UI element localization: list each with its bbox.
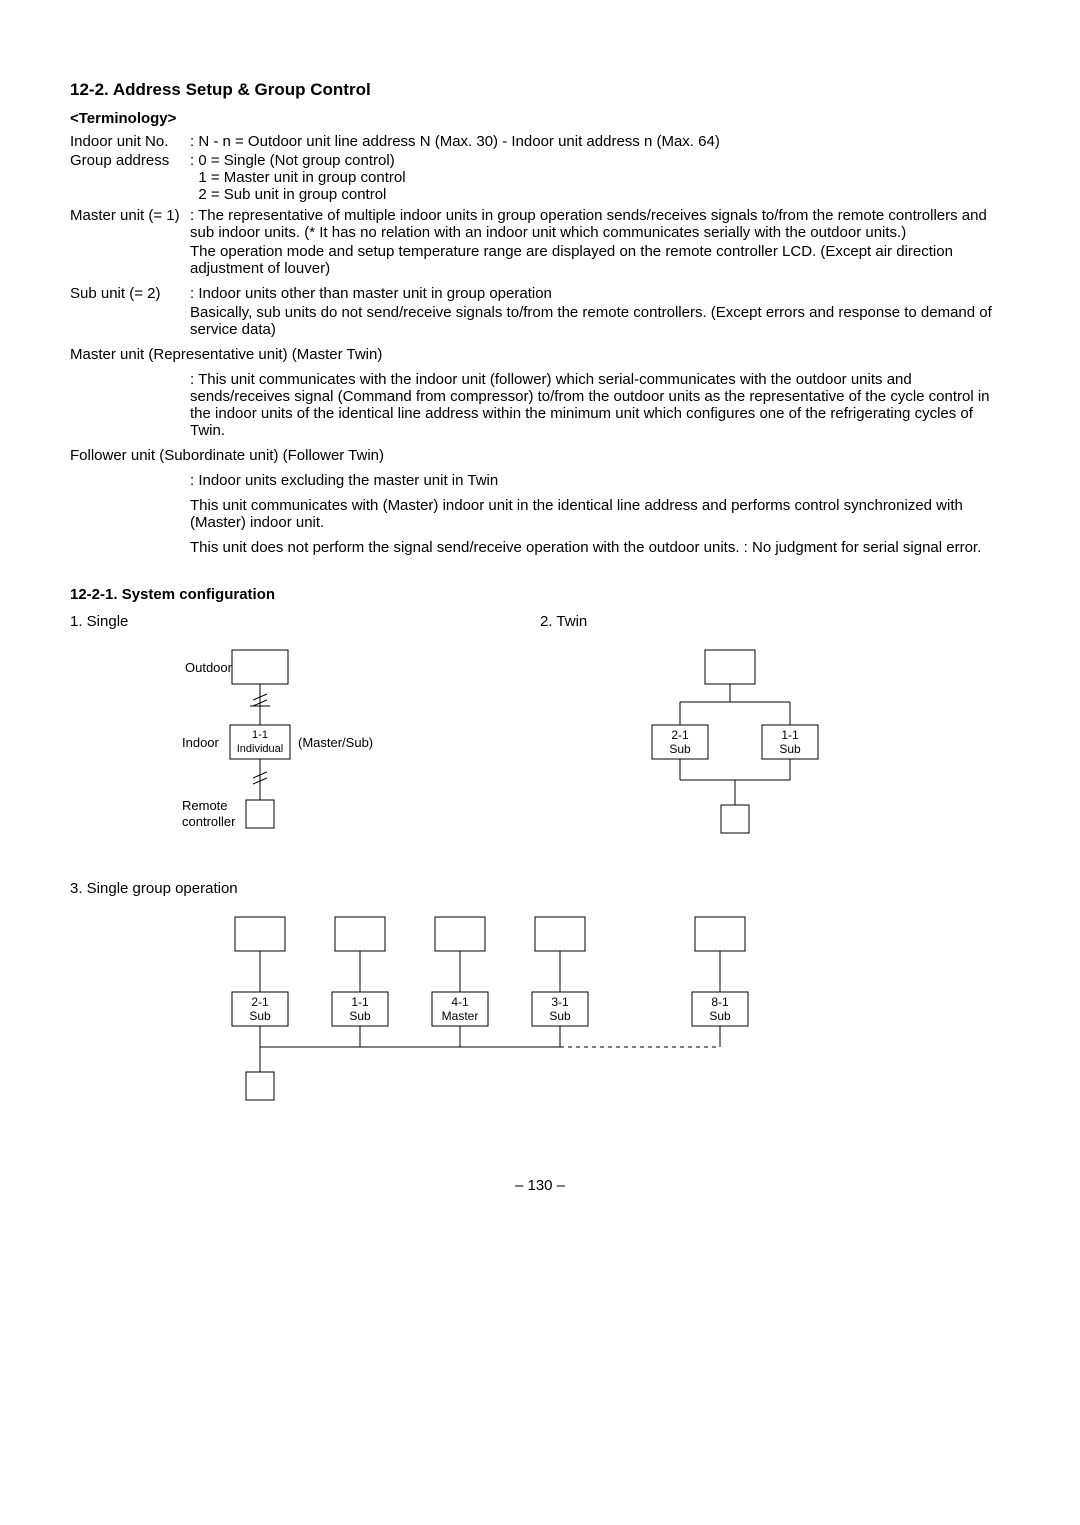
diagram-twin: 2-1Sub1-1Sub bbox=[540, 630, 920, 860]
svg-text:Sub: Sub bbox=[669, 742, 691, 756]
config-group-label: 3. Single group operation bbox=[70, 880, 1010, 897]
term-group-label: Group address bbox=[70, 152, 190, 169]
term-master: Master unit (= 1) : The representative o… bbox=[70, 207, 1010, 241]
term-foll-body3: This unit does not perform the signal se… bbox=[190, 539, 1010, 556]
svg-text:3-1: 3-1 bbox=[551, 995, 569, 1009]
config-twin: 2. Twin 2-1Sub1-1Sub bbox=[540, 613, 1010, 860]
term-foll-body2: This unit communicates with (Master) ind… bbox=[190, 497, 1010, 531]
svg-text:4-1: 4-1 bbox=[451, 995, 469, 1009]
sysconfig-title: 12-2-1. System configuration bbox=[70, 586, 1010, 603]
page-title: 12-2. Address Setup & Group Control bbox=[70, 80, 1010, 100]
term-mrep-label: Master unit (Representative unit) (Maste… bbox=[70, 346, 1010, 363]
svg-text:controller: controller bbox=[182, 814, 236, 829]
term-sub-body2: Basically, sub units do not send/receive… bbox=[190, 304, 1010, 338]
svg-text:2-1: 2-1 bbox=[671, 728, 689, 742]
term-indoor: Indoor unit No. : N - n = Outdoor unit l… bbox=[70, 133, 1010, 150]
term-indoor-label: Indoor unit No. bbox=[70, 133, 190, 150]
svg-text:Master: Master bbox=[442, 1009, 479, 1023]
svg-text:2-1: 2-1 bbox=[251, 995, 269, 1009]
config-row-1: 1. Single Outdoor 1-1 Individual Indoor (Mas… bbox=[70, 613, 1010, 860]
term-master-body1: : The representative of multiple indoor … bbox=[190, 207, 1010, 241]
page-number: – 130 – bbox=[70, 1177, 1010, 1194]
svg-text:Sub: Sub bbox=[549, 1009, 571, 1023]
svg-text:Individual: Individual bbox=[237, 743, 283, 755]
term-group-line3: 2 = Sub unit in group control bbox=[190, 186, 1010, 203]
term-foll-label: Follower unit (Subordinate unit) (Follow… bbox=[70, 447, 1010, 464]
term-sub: Sub unit (= 2) : Indoor units other than… bbox=[70, 285, 1010, 302]
term-indoor-body: : N - n = Outdoor unit line address N (M… bbox=[190, 133, 1010, 150]
svg-text:1-1: 1-1 bbox=[781, 728, 799, 742]
svg-text:1-1: 1-1 bbox=[351, 995, 369, 1009]
term-foll-body1: : Indoor units excluding the master unit… bbox=[190, 472, 1010, 489]
term-group: Group address : 0 = Single (Not group co… bbox=[70, 152, 1010, 203]
term-group-line1: : 0 = Single (Not group control) bbox=[190, 152, 1010, 169]
svg-text:Sub: Sub bbox=[779, 742, 801, 756]
config-single: 1. Single Outdoor 1-1 Individual Indoor (Mas… bbox=[70, 613, 540, 860]
term-master-label: Master unit (= 1) bbox=[70, 207, 190, 224]
svg-text:Sub: Sub bbox=[709, 1009, 731, 1023]
diagram-single: Outdoor 1-1 Individual Indoor (Master/Sub) Re… bbox=[70, 630, 450, 860]
term-sub-body1: : Indoor units other than master unit in… bbox=[190, 285, 1010, 302]
terminology-header: <Terminology> bbox=[70, 110, 1010, 127]
svg-text:1-1: 1-1 bbox=[252, 729, 268, 741]
config-twin-label: 2. Twin bbox=[540, 613, 1010, 630]
term-mrep-body: : This unit communicates with the indoor… bbox=[190, 371, 1010, 439]
svg-text:Remote: Remote bbox=[182, 798, 228, 813]
term-group-line2: 1 = Master unit in group control bbox=[190, 169, 1010, 186]
term-sub-label: Sub unit (= 2) bbox=[70, 285, 190, 302]
diagram-group: 2-1Sub1-1Sub4-1Master3-1Sub8-1Sub bbox=[230, 897, 850, 1127]
svg-text:(Master/Sub): (Master/Sub) bbox=[298, 735, 373, 750]
term-group-body: : 0 = Single (Not group control) 1 = Mas… bbox=[190, 152, 1010, 203]
svg-text:Indoor: Indoor bbox=[182, 735, 220, 750]
svg-text:Outdoor: Outdoor bbox=[185, 660, 233, 675]
config-single-label: 1. Single bbox=[70, 613, 540, 630]
svg-text:Sub: Sub bbox=[249, 1009, 271, 1023]
svg-text:Sub: Sub bbox=[349, 1009, 371, 1023]
term-master-body2: The operation mode and setup temperature… bbox=[190, 243, 1010, 277]
svg-text:8-1: 8-1 bbox=[711, 995, 729, 1009]
